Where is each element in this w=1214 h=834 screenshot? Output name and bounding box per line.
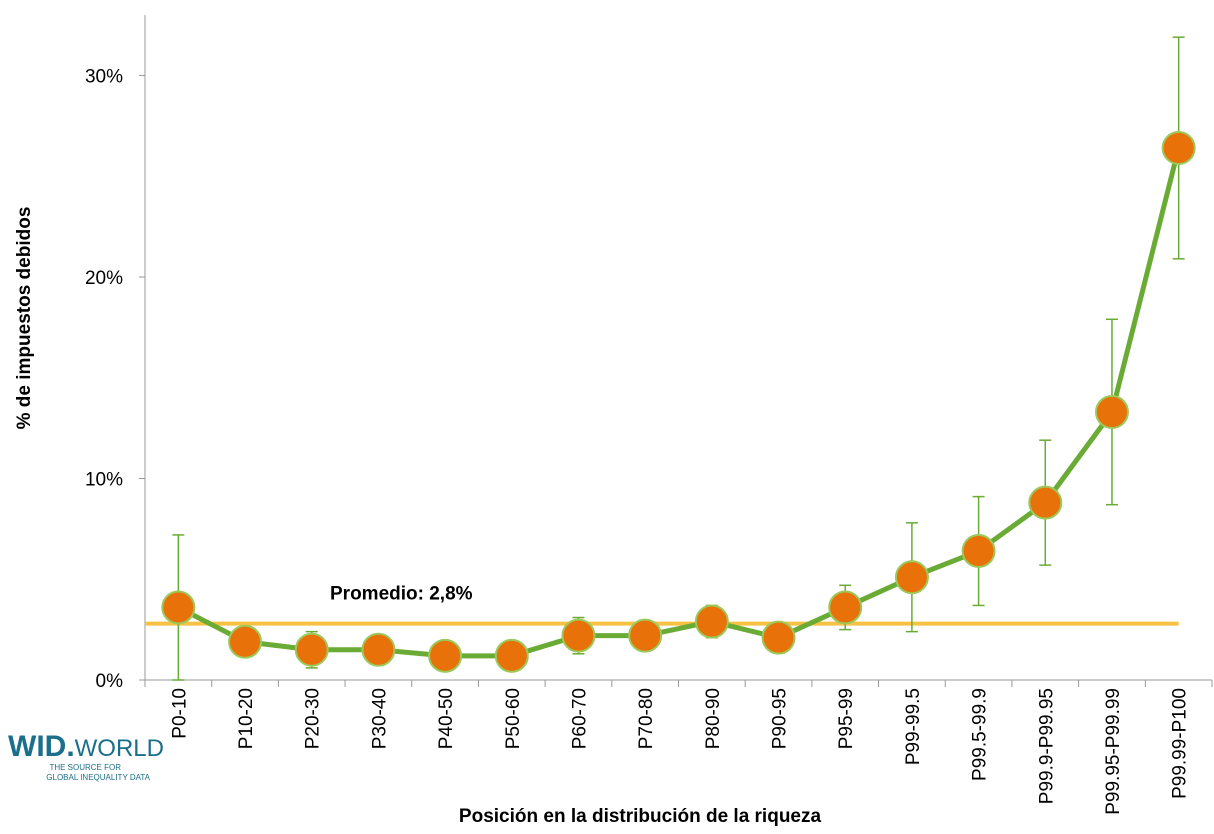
x-tick-label: P90-95 (770, 688, 791, 749)
y-axis-title: % de impuestos debidos (14, 207, 35, 430)
logo-line: THE SOURCE FOR (49, 763, 121, 772)
x-tick-label: P99.99-P100 (1170, 688, 1191, 799)
data-point (428, 638, 463, 673)
svg-text:WID.WORLD: WID.WORLD (8, 730, 164, 763)
logo: WID.WORLD THE SOURCE FOR GLOBAL INEQUALI… (8, 730, 164, 782)
x-tick-label: P60-70 (569, 688, 590, 749)
data-point (228, 624, 263, 659)
x-tick-label: P20-30 (303, 688, 324, 749)
x-tick-label: P99.5-99.9 (970, 688, 991, 781)
logo-name: WID. (8, 730, 75, 763)
x-tick-label: P0-10 (169, 688, 190, 739)
data-point (294, 632, 329, 667)
data-point (1161, 131, 1196, 165)
x-tick-label: P95-99 (836, 688, 857, 749)
logo-line: GLOBAL INEQUALITY DATA (46, 773, 150, 782)
data-line (177, 147, 1182, 659)
data-point (828, 590, 863, 625)
data-point (1028, 485, 1063, 520)
x-tick-label: P99.95-P99.99 (1103, 688, 1124, 815)
y-tick-label: 30% (85, 66, 123, 87)
data-point (161, 590, 196, 625)
x-tick-label: P80-90 (703, 688, 724, 749)
logo-suffix: WORLD (75, 735, 164, 762)
y-tick-label: 20% (85, 268, 123, 289)
x-tick-label: P10-20 (236, 688, 257, 749)
y-tick-label: 0% (96, 671, 124, 692)
x-tick-label: P99-99.5 (903, 688, 924, 765)
x-tick-label: P30-40 (369, 688, 390, 749)
data-point (561, 618, 596, 653)
data-point (494, 638, 529, 673)
x-axis-title: Posición en la distribución de la riquez… (459, 806, 822, 827)
data-point (761, 620, 796, 655)
x-tick-label: P99.9-P99.95 (1036, 688, 1057, 804)
data-point (961, 534, 996, 569)
x-tick-label: P40-50 (436, 688, 457, 749)
x-tick-label: P50-60 (503, 688, 524, 749)
data-point (361, 632, 396, 667)
x-tick-label: P70-80 (636, 688, 657, 749)
data-point (694, 604, 729, 639)
data-point (894, 560, 929, 595)
y-tick-label: 10% (85, 469, 123, 490)
data-point (1094, 394, 1129, 429)
average-label: Promedio: 2,8% (330, 584, 473, 605)
data-point (628, 618, 663, 653)
